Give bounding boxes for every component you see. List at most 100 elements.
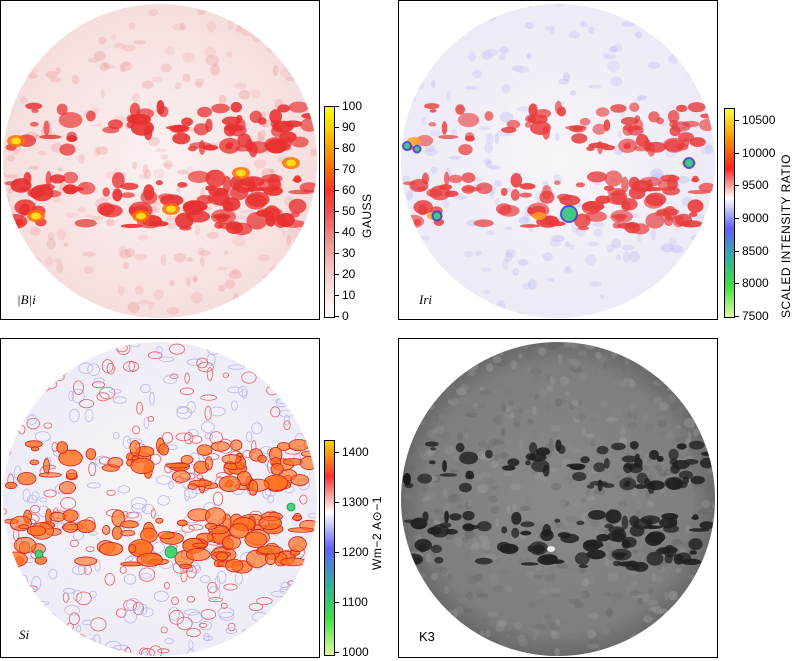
texture-blob [144, 168, 152, 180]
texture-blob [494, 132, 499, 145]
texture-blob [283, 414, 290, 426]
texture-blob [292, 610, 307, 626]
texture-blob [199, 575, 211, 584]
texture-blob [438, 134, 459, 139]
texture-blob [565, 515, 577, 523]
texture-blob [192, 4, 200, 8]
texture-blob [585, 211, 607, 222]
texture-blob [40, 36, 49, 41]
texture-blob [652, 605, 662, 615]
texture-blob [525, 460, 531, 466]
texture-blob [93, 377, 105, 384]
texture-blob [548, 438, 554, 449]
texture-blob [652, 379, 665, 386]
texture-blob [93, 146, 101, 157]
texture-blob [428, 39, 442, 44]
texture-blob [517, 259, 529, 266]
texture-blob [439, 307, 446, 316]
texture-blob [313, 580, 317, 594]
texture-blob [74, 311, 88, 318]
texture-blob [493, 439, 505, 446]
texture-blob [235, 25, 243, 33]
texture-blob [499, 402, 509, 407]
texture-blob [537, 589, 547, 594]
texture-blob [232, 235, 247, 247]
texture-blob [549, 27, 556, 36]
texture-blob [417, 651, 430, 656]
texture-blob [522, 213, 529, 221]
texture-blob [530, 367, 542, 376]
texture-blob [690, 342, 700, 348]
texture-blob [584, 577, 590, 586]
texture-blob [684, 4, 698, 6]
texture-blob [490, 506, 500, 514]
panel-label: Si [19, 627, 30, 642]
texture-blob [500, 187, 508, 197]
texture-blob [468, 51, 477, 62]
texture-blob [428, 557, 435, 565]
texture-blob [461, 184, 476, 194]
texture-blob [290, 136, 309, 148]
texture-blob [29, 121, 39, 127]
texture-blob [291, 515, 303, 521]
texture-blob [566, 358, 575, 364]
texture-blob [645, 533, 663, 546]
texture-blob [29, 360, 43, 371]
texture-blob [642, 365, 651, 371]
texture-blob [587, 495, 596, 501]
texture-blob [96, 123, 103, 128]
texture-blob [184, 432, 194, 445]
texture-blob [148, 136, 160, 147]
texture-blob [479, 387, 485, 392]
texture-blob [241, 27, 255, 37]
texture-blob [210, 310, 217, 315]
texture-blob [291, 626, 299, 636]
texture-blob [35, 609, 50, 623]
texture-blob [507, 628, 520, 639]
texture-blob [286, 502, 296, 512]
texture-blob [160, 626, 168, 634]
texture-blob [550, 483, 562, 491]
texture-blob [456, 387, 467, 396]
texture-blob [682, 120, 700, 128]
texture-blob [231, 400, 238, 411]
texture-blob [240, 21, 251, 29]
texture-blob [687, 189, 711, 195]
texture-blob [691, 588, 700, 595]
texture-blob [493, 415, 505, 425]
texture-blob [432, 428, 438, 434]
texture-blob [128, 544, 137, 553]
texture-blob [496, 299, 506, 312]
texture-blob [286, 159, 296, 167]
texture-blob [503, 389, 512, 399]
texture-blob [663, 137, 685, 152]
texture-blob [660, 29, 666, 42]
texture-blob [490, 557, 499, 565]
texture-blob [674, 425, 682, 430]
texture-blob [151, 76, 163, 83]
texture-blob [154, 148, 167, 153]
texture-blob [659, 608, 669, 614]
texture-blob [472, 472, 482, 479]
texture-blob [430, 544, 443, 554]
texture-blob [160, 254, 167, 266]
texture-blob [427, 526, 442, 535]
texture-blob [166, 307, 180, 315]
texture-blob [3, 66, 12, 79]
texture-blob [646, 551, 664, 566]
texture-blob [30, 446, 40, 452]
texture-blob [510, 189, 520, 201]
texture-blob [488, 495, 498, 503]
texture-blob [572, 399, 579, 407]
texture-blob [495, 197, 500, 206]
texture-blob [551, 234, 565, 242]
texture-blob [52, 197, 62, 203]
texture-blob [283, 420, 291, 431]
texture-blob [164, 545, 178, 559]
texture-blob [3, 551, 28, 568]
texture-blob [197, 361, 214, 373]
texture-blob [653, 465, 660, 470]
texture-blob [587, 643, 600, 649]
texture-blob [500, 428, 506, 437]
texture-blob [279, 66, 292, 78]
